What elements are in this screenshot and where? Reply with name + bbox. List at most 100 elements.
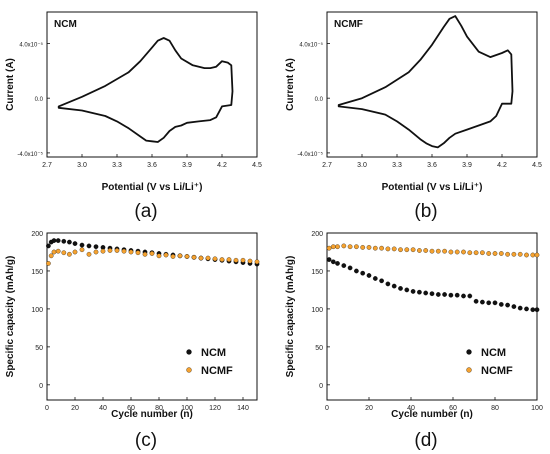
sample-annotation: NCM: [54, 19, 77, 30]
data-point-ncmf: [372, 245, 378, 251]
data-point-ncmf: [330, 244, 336, 250]
x-tick-label: 0: [325, 405, 329, 412]
panel-label: (d): [414, 430, 437, 451]
panel-a: 2.7 3.0 3.3 3.6 3.9 4.2 4.5 4.0x10⁻⁵ 0.0 -4.0x10⁻…: [5, 11, 262, 222]
y-tick-label: 50: [315, 345, 323, 352]
x-tick-label: 3.0: [357, 162, 367, 169]
data-point-ncm: [454, 292, 460, 298]
y-tick-label: 4.0x10⁻⁵: [19, 41, 43, 48]
data-point-ncmf: [107, 248, 113, 253]
x-tick-label: 20: [71, 405, 79, 412]
data-point-ncmf: [511, 251, 517, 257]
data-point-ncmf: [149, 251, 155, 256]
data-point-ncmf: [72, 249, 78, 255]
data-point-ncmf: [205, 255, 211, 261]
data-point-ncmf: [254, 259, 260, 265]
x-tick-label: 80: [155, 405, 163, 412]
data-point-ncmf: [530, 252, 536, 258]
y-axis-label: Current (A): [5, 58, 16, 111]
x-tick-label: 4.5: [252, 162, 262, 169]
data-point-ncmf: [128, 249, 134, 255]
x-axis-label: Potential (V vs Li/Li⁺): [382, 182, 483, 193]
data-point-ncm: [448, 292, 454, 298]
cv-curve: [337, 15, 514, 149]
y-tick-label: 50: [35, 345, 43, 352]
panel-d: 0 20 40 60 80 100 0 50 100 150 200 Cycle number (n)…: [285, 231, 543, 451]
data-point-ncmf: [48, 253, 54, 259]
data-point-ncm: [505, 302, 510, 308]
data-point-ncm: [55, 238, 61, 243]
x-axis-label: Cycle number (n): [391, 409, 473, 420]
y-tick-label: 0.0: [35, 97, 44, 103]
data-point-ncm: [61, 238, 67, 244]
data-point-ncmf: [93, 249, 99, 255]
data-point-ncm: [480, 299, 485, 305]
data-point-ncm: [72, 241, 78, 246]
data-point-ncmf: [61, 250, 67, 256]
data-point-ncmf: [156, 253, 162, 259]
panel-label: (c): [135, 430, 157, 451]
data-point-ncm: [423, 290, 429, 296]
x-tick-label: 4.2: [497, 162, 507, 169]
x-tick-label: 100: [531, 405, 543, 412]
data-point-ncmf: [366, 245, 372, 250]
data-point-ncmf: [505, 251, 510, 257]
data-point-ncm: [360, 270, 366, 276]
legend-marker-ncm: [186, 349, 192, 355]
data-point-ncmf: [467, 250, 473, 256]
y-tick-label: 0.0: [315, 97, 324, 103]
data-point-ncmf: [398, 247, 403, 253]
legend-label-ncm: NCM: [201, 347, 226, 359]
data-point-ncmf: [233, 257, 239, 263]
data-point-ncmf: [517, 251, 523, 257]
data-point-ncmf: [442, 248, 447, 254]
plot-frame: [46, 232, 258, 401]
data-point-ncmf: [184, 254, 190, 259]
data-point-ncm: [379, 278, 384, 284]
data-point-ncmf: [142, 251, 148, 257]
x-tick-label: 60: [449, 405, 457, 412]
data-point-ncm: [335, 261, 340, 266]
data-point-ncmf: [177, 253, 183, 259]
data-point-ncmf: [240, 257, 246, 263]
y-tick-label: 200: [311, 231, 323, 238]
y-axis-label: Specific capacity (mAh/g): [5, 256, 16, 378]
y-tick-label: 100: [31, 307, 43, 314]
data-point-ncm: [330, 259, 336, 265]
data-point-ncmf: [335, 244, 340, 250]
x-tick-label: 80: [491, 405, 499, 412]
data-point-ncm: [391, 283, 397, 289]
data-point-ncm: [517, 305, 523, 311]
data-point-ncmf: [198, 255, 204, 261]
panel-label: (b): [414, 201, 437, 222]
x-tick-label: 20: [365, 405, 373, 412]
data-point-ncm: [534, 307, 540, 313]
y-tick-label: 150: [311, 269, 323, 276]
legend-label-ncmf: NCMF: [481, 365, 513, 377]
data-point-ncmf: [79, 247, 85, 253]
data-point-ncm: [354, 268, 359, 274]
plot-frame: [326, 11, 538, 158]
panel-c: 0 20 40 60 80 100 120 140 0 50 100 150 200 Cycle numb…: [5, 231, 260, 451]
data-point-ncmf: [360, 245, 366, 250]
y-tick-label: 100: [311, 307, 323, 314]
data-point-ncmf: [135, 250, 141, 256]
data-point-ncm: [398, 286, 403, 291]
data-point-ncmf: [86, 251, 92, 257]
data-point-ncmf: [46, 261, 51, 266]
y-tick-label: 0: [319, 383, 323, 390]
data-point-ncmf: [55, 248, 61, 254]
data-point-ncm: [473, 298, 479, 304]
x-tick-label: 3.9: [462, 162, 472, 169]
data-point-ncmf: [391, 246, 397, 252]
y-tick-label: 4.0x10⁻⁵: [299, 41, 323, 48]
x-axis-label: Potential (V vs Li/Li⁺): [102, 182, 203, 193]
x-tick-label: 140: [237, 405, 249, 412]
data-point-ncmf: [326, 245, 332, 251]
legend-label-ncmf: NCMF: [201, 365, 233, 377]
data-point-ncm: [326, 257, 332, 262]
data-point-ncm: [442, 292, 447, 297]
data-point-ncmf: [435, 248, 441, 254]
data-point-ncm: [461, 293, 466, 299]
